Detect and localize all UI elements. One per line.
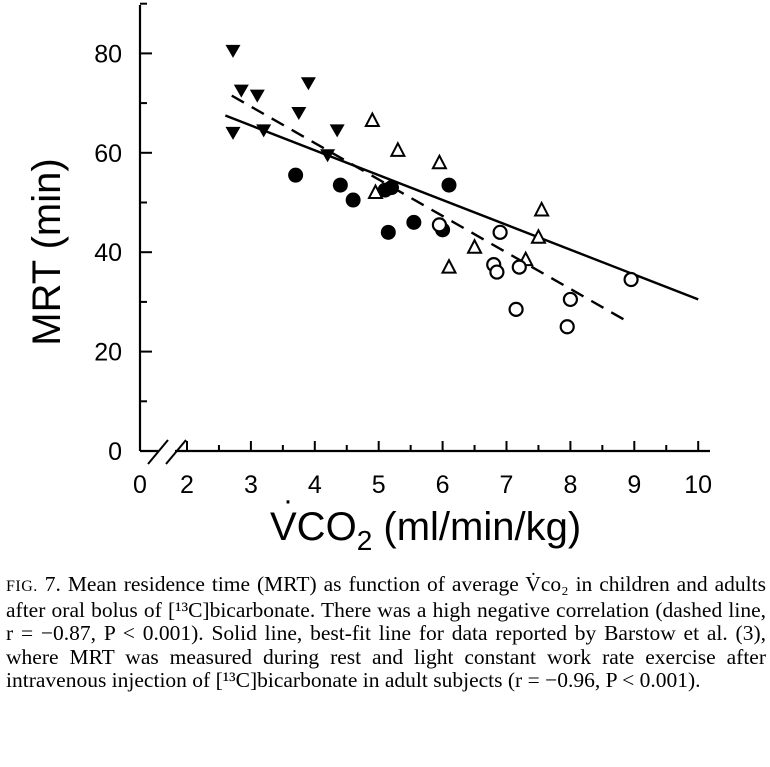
data-point-filled-triangle (256, 124, 272, 138)
data-point-filled-triangle (320, 149, 336, 163)
x-tick-label: 5 (372, 471, 386, 499)
x-axis-label-sub: 2 (357, 525, 373, 556)
data-point-open-triangle (389, 141, 407, 157)
x-tick-label: 2 (180, 471, 194, 499)
data-point-filled-circle (441, 177, 457, 193)
y-tick-label: 20 (94, 339, 122, 367)
figure-caption-text: 7. Mean residence time (MRT) as function… (6, 572, 766, 693)
x-axis-break-mark (147, 439, 169, 465)
data-point-open-circle (559, 319, 575, 335)
axis-labels: MRT (min) VCO2 (ml/min/kg) · (25, 158, 581, 556)
data-point-open-triangle (364, 111, 381, 127)
x-tick-label: 3 (244, 471, 258, 499)
data-point-filled-circle (332, 177, 348, 193)
solid-best-fit-line (224, 114, 699, 301)
data-points (225, 44, 639, 335)
x-tick-label: 7 (500, 471, 514, 499)
figure-label: FIG. (6, 578, 38, 595)
axes: 0 20 40 60 80 0 2 3 4 5 6 7 8 9 10 (94, 2, 712, 499)
x-axis-label-rest: (ml/min/kg) (372, 505, 581, 549)
data-point-open-triangle (466, 238, 483, 254)
data-point-filled-triangle (233, 84, 249, 98)
figure-caption: FIG. 7. Mean residence time (MRT) as fun… (6, 572, 766, 693)
data-point-filled-triangle (300, 77, 316, 91)
data-point-filled-triangle (249, 89, 265, 103)
data-point-filled-triangle (329, 124, 345, 138)
data-point-open-circle (562, 291, 579, 308)
x-tick-label: 0 (133, 471, 147, 499)
data-point-open-triangle (533, 200, 550, 217)
data-point-open-circle (623, 271, 639, 288)
x-axis-label-dot: · (283, 484, 293, 517)
data-point-open-circle (492, 224, 508, 240)
data-point-open-triangle (530, 228, 547, 244)
data-point-open-circle (508, 301, 524, 317)
x-axis-break-mark (165, 439, 187, 465)
x-tick-label: 6 (436, 471, 450, 499)
data-point-open-triangle (431, 153, 448, 170)
y-tick-label: 80 (94, 40, 122, 68)
y-tick-label: 60 (94, 140, 122, 168)
data-point-open-circle (489, 264, 505, 280)
x-axis-label-main: VCO (270, 505, 357, 549)
data-point-filled-triangle (225, 44, 241, 58)
data-point-filled-triangle (225, 126, 241, 140)
x-tick-label: 9 (627, 471, 641, 499)
x-tick-label: 10 (684, 471, 712, 499)
dashed-regression-line (231, 94, 629, 323)
data-point-open-circle (511, 259, 527, 275)
data-point-open-triangle (440, 257, 458, 274)
data-point-filled-circle (380, 224, 396, 240)
x-axis-label: VCO2 (ml/min/kg) (270, 505, 581, 556)
y-tick-label: 0 (108, 438, 122, 466)
data-point-filled-circle (406, 214, 422, 230)
data-point-open-triangle (367, 183, 384, 200)
data-point-filled-triangle (291, 107, 307, 121)
data-point-filled-circle (383, 180, 399, 196)
data-point-filled-circle (345, 192, 361, 208)
fit-lines (224, 94, 699, 323)
data-point-open-circle (431, 217, 448, 233)
y-tick-label: 40 (94, 239, 122, 267)
data-point-filled-circle (288, 167, 304, 183)
x-tick-label: 8 (563, 471, 577, 499)
x-tick-label: 4 (308, 471, 322, 499)
y-axis-label: MRT (min) (25, 158, 69, 345)
